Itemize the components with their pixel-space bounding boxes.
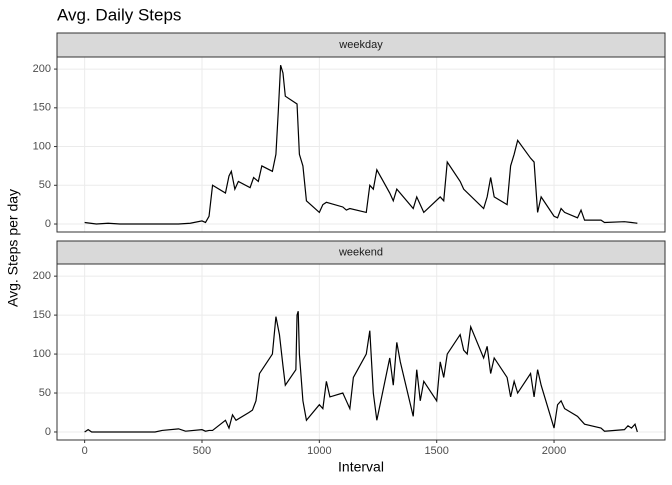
strip-label: weekday xyxy=(338,39,383,51)
strip xyxy=(56,32,666,58)
line xyxy=(84,311,638,433)
panel-border xyxy=(56,56,666,233)
x-axis-label: Interval xyxy=(338,459,384,475)
panel-border xyxy=(56,263,666,441)
x-tick-label: 0 xyxy=(82,445,88,457)
y-tick-label: 200 xyxy=(33,63,51,75)
panel xyxy=(57,57,665,232)
strip-label: weekend xyxy=(338,246,383,258)
x-tick-label: 1500 xyxy=(424,445,448,457)
y-tick-label: 100 xyxy=(33,348,51,360)
y-tick-label: 200 xyxy=(33,270,51,282)
y-tick-label: 0 xyxy=(45,218,51,230)
y-tick-label: 150 xyxy=(33,309,51,321)
y-tick-label: 50 xyxy=(39,387,51,399)
y-tick-label: 50 xyxy=(39,179,51,191)
y-axis-label: Avg. Steps per day xyxy=(5,189,21,307)
line xyxy=(84,65,638,225)
y-tick-label: 100 xyxy=(33,140,51,152)
y-tick-label: 150 xyxy=(33,102,51,114)
y-tick-label: 0 xyxy=(45,426,51,438)
x-tick-label: 1000 xyxy=(307,445,331,457)
chart-title: Avg. Daily Steps xyxy=(57,5,181,24)
panel xyxy=(57,264,665,440)
x-tick-label: 500 xyxy=(193,445,211,457)
x-tick-label: 2000 xyxy=(542,445,566,457)
